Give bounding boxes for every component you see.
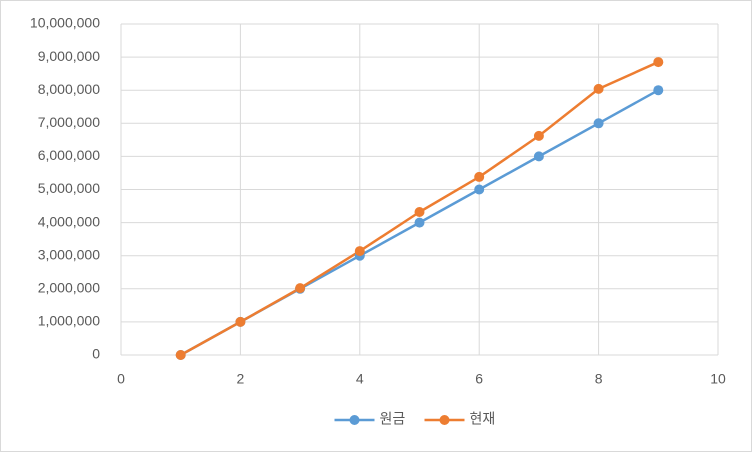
- data-point: [474, 171, 485, 182]
- data-point: [593, 83, 604, 94]
- x-tick-label: 2: [237, 371, 245, 387]
- data-point: [175, 350, 186, 360]
- y-tick-label: 8,000,000: [38, 81, 100, 97]
- x-tick-label: 6: [475, 371, 483, 387]
- data-point: [414, 207, 425, 218]
- data-point: [653, 85, 664, 96]
- data-point: [414, 217, 425, 228]
- y-tick-label: 4,000,000: [38, 213, 100, 229]
- data-point: [354, 246, 365, 257]
- data-point: [533, 130, 544, 141]
- y-tick-label: 2,000,000: [38, 280, 100, 296]
- y-tick-label: 10,000,000: [30, 15, 100, 31]
- y-tick-label: 6,000,000: [38, 147, 100, 163]
- legend-label: 현재: [470, 411, 496, 427]
- legend-marker: [439, 415, 450, 425]
- data-point: [235, 316, 246, 327]
- data-point: [593, 118, 604, 129]
- y-tick-label: 9,000,000: [38, 48, 100, 64]
- y-tick-label: 5,000,000: [38, 180, 100, 196]
- data-point: [533, 151, 544, 162]
- data-point: [474, 184, 485, 195]
- x-tick-label: 8: [595, 371, 603, 387]
- legend-marker: [349, 415, 360, 425]
- data-point: [295, 283, 306, 294]
- y-tick-label: 1,000,000: [38, 313, 100, 329]
- x-tick-label: 10: [710, 371, 726, 387]
- x-tick-label: 4: [356, 371, 364, 387]
- y-tick-label: 0: [92, 346, 100, 362]
- data-point: [653, 57, 664, 68]
- legend-label: 원금: [380, 411, 406, 427]
- y-tick-label: 3,000,000: [38, 246, 100, 262]
- x-tick-label: 0: [117, 371, 125, 387]
- y-tick-label: 7,000,000: [38, 114, 100, 130]
